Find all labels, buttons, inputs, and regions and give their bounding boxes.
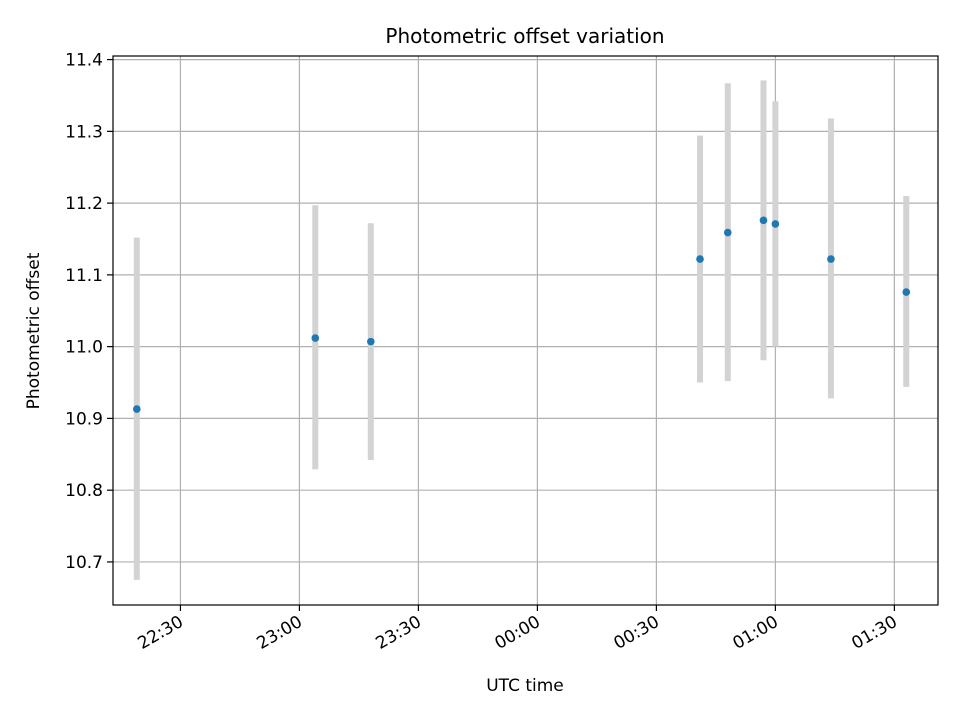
data-point xyxy=(759,216,768,225)
x-tick-label: 00:30 xyxy=(610,612,662,654)
data-points xyxy=(132,216,911,413)
y-tick-label: 10.7 xyxy=(65,553,103,573)
y-tick-label: 11.1 xyxy=(65,266,103,286)
data-point xyxy=(696,255,704,263)
data-point xyxy=(132,405,141,413)
error-bars xyxy=(133,80,910,580)
y-tick-label: 10.8 xyxy=(65,481,103,501)
x-tick-label: 00:00 xyxy=(491,612,543,654)
y-tick-label: 11.0 xyxy=(65,338,103,358)
x-axis-label: UTC time xyxy=(486,676,564,696)
x-tick-label: 22:30 xyxy=(134,612,186,654)
y-axis-label: Photometric offset xyxy=(24,252,44,409)
y-tick-label: 11.2 xyxy=(65,194,103,214)
grid xyxy=(113,56,938,605)
x-tick-label: 01:00 xyxy=(729,612,781,654)
x-axis-ticks: 22:30 23:00 23:30 00:00 00:30 01:00 01:30 xyxy=(134,605,901,654)
y-tick-label: 11.3 xyxy=(65,122,103,142)
plot-frame xyxy=(112,55,939,606)
data-point xyxy=(827,255,835,263)
data-point xyxy=(367,337,375,346)
data-point xyxy=(771,220,780,228)
y-axis-ticks: 10.7 10.8 10.9 11.0 11.1 11.2 11.3 11.4 xyxy=(65,51,113,573)
chart-title: Photometric offset variation xyxy=(385,24,664,48)
x-tick-label: 23:30 xyxy=(372,612,424,654)
y-tick-label: 11.4 xyxy=(65,51,103,71)
x-tick-label: 01:30 xyxy=(848,612,900,654)
data-point xyxy=(723,228,732,237)
x-tick-label: 23:00 xyxy=(253,612,305,654)
y-tick-label: 10.9 xyxy=(65,409,103,429)
data-point xyxy=(902,288,911,296)
data-point xyxy=(311,334,320,342)
